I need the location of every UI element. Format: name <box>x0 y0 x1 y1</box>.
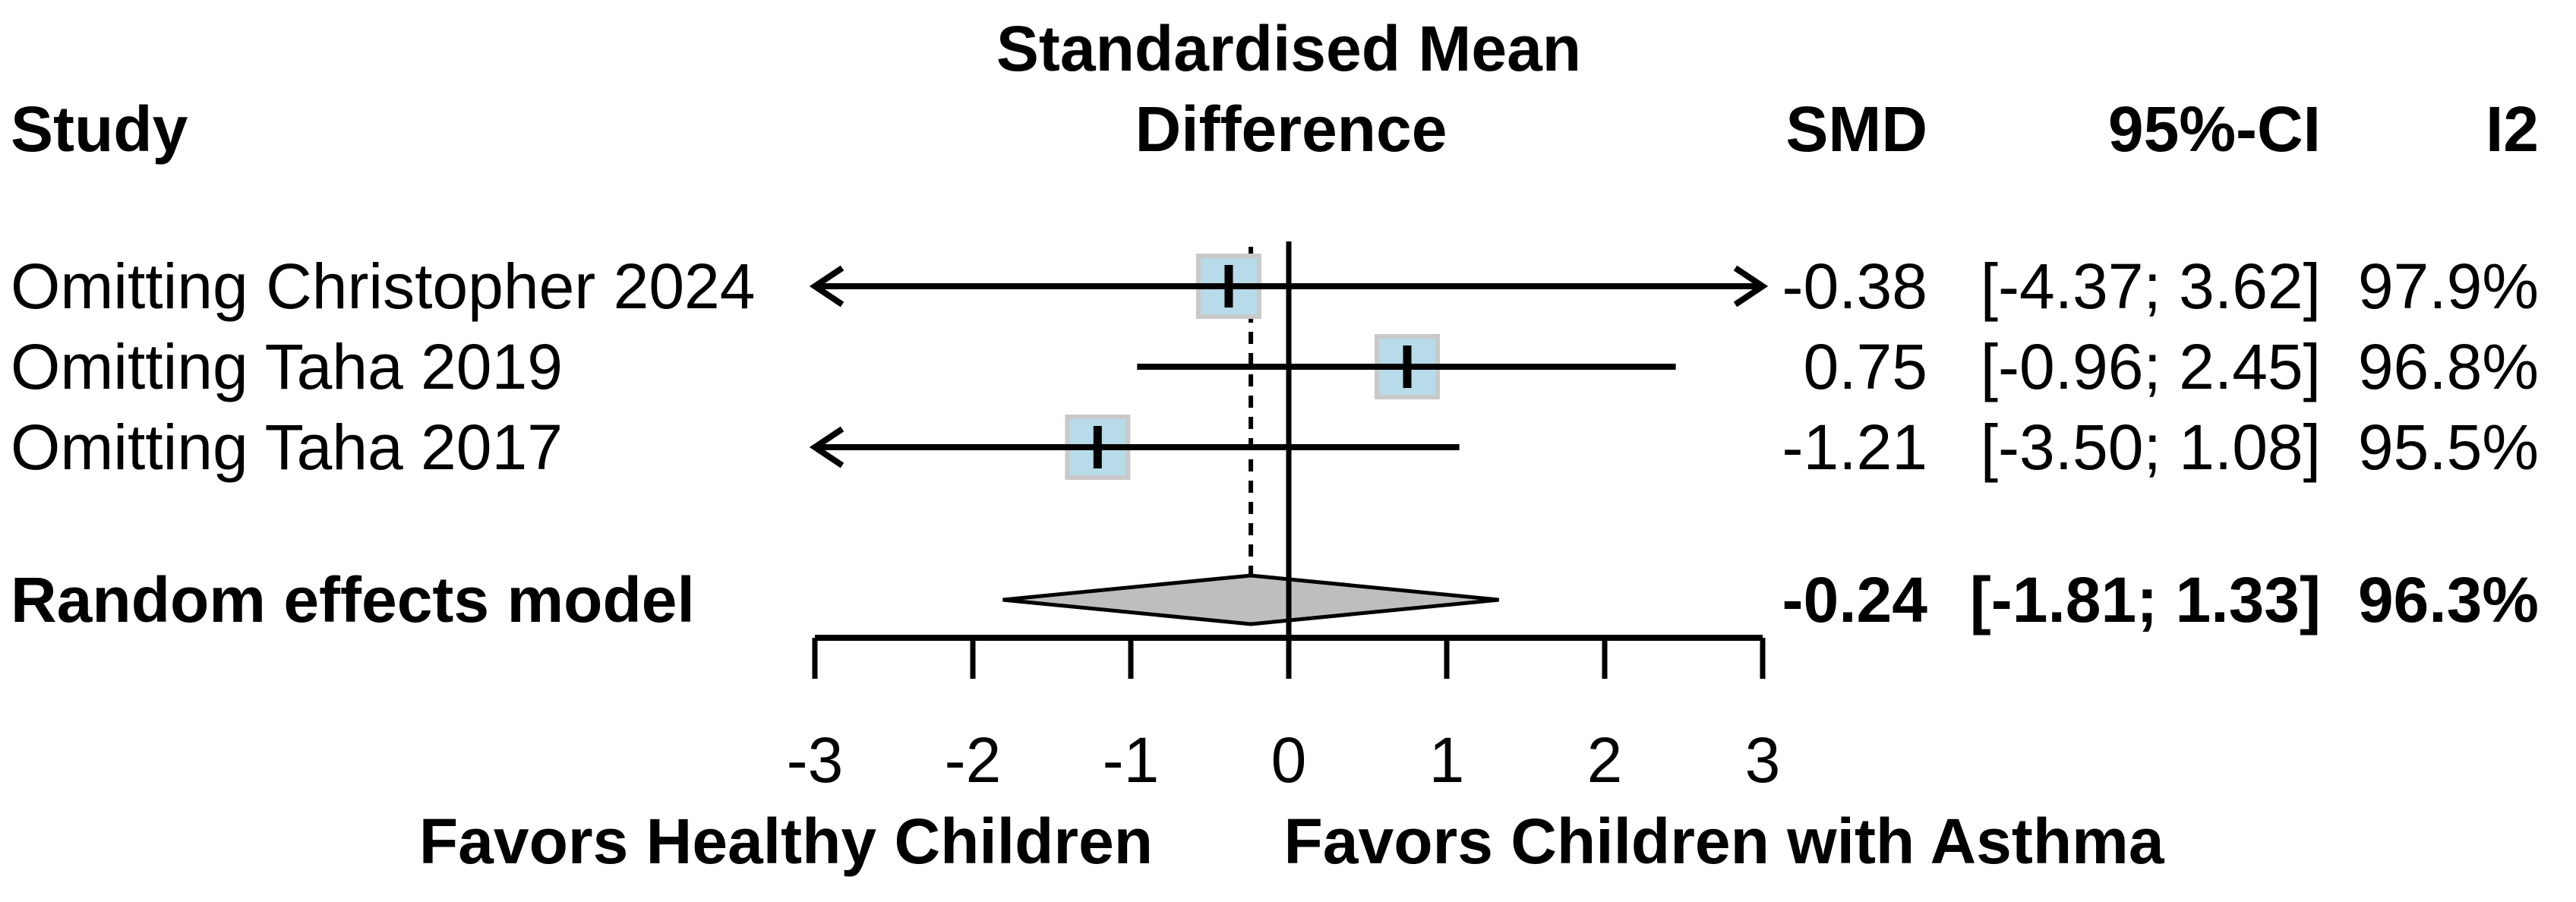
x-axis-tick-label: 1 <box>1428 724 1465 796</box>
smd-value: -1.21 <box>1782 412 1927 483</box>
point-estimate-tick <box>1093 426 1102 468</box>
x-axis-tick-label: 2 <box>1586 724 1623 796</box>
point-estimate-tick <box>1403 345 1412 388</box>
column-header-ci: 95%-CI <box>2107 93 2321 165</box>
pooled-smd-value: -0.24 <box>1782 564 1927 636</box>
x-axis-tick-label: 0 <box>1271 724 1307 796</box>
column-header-i2: I2 <box>2485 93 2539 165</box>
ci-arrow-left <box>809 426 844 468</box>
ci-arrow-right <box>1733 265 1769 308</box>
ci-value: [-0.96; 2.45] <box>1980 331 2321 402</box>
study-label: Omitting Taha 2019 <box>11 331 563 402</box>
column-header-study: Study <box>11 93 188 165</box>
chart-title-line2: Difference <box>1135 93 1447 165</box>
study-label: Omitting Taha 2017 <box>11 412 563 483</box>
pooled-diamond <box>1002 573 1499 626</box>
i2-value: 96.8% <box>2357 331 2539 402</box>
ci-value: [-4.37; 3.62] <box>1980 251 2321 322</box>
ci-arrow-left <box>809 265 844 308</box>
chart-title-line1: Standardised Mean <box>996 13 1582 84</box>
study-label: Omitting Christopher 2024 <box>11 251 756 322</box>
x-axis-tick-label: -1 <box>1102 724 1160 796</box>
x-axis-tick-label: -3 <box>786 724 844 796</box>
pooled-ci-value: [-1.81; 1.33] <box>1969 564 2321 636</box>
ci-value: [-3.50; 1.08] <box>1980 412 2321 483</box>
x-axis-label-right: Favors Children with Asthma <box>1283 806 2164 877</box>
i2-value: 95.5% <box>2357 412 2539 483</box>
smd-value: -0.38 <box>1782 251 1927 322</box>
x-axis-tick-label: 3 <box>1744 724 1781 796</box>
i2-value: 97.9% <box>2357 251 2539 322</box>
pooled-i2-value: 96.3% <box>2357 564 2539 636</box>
x-axis-tick-label: -2 <box>944 724 1002 796</box>
point-estimate-tick <box>1224 265 1233 308</box>
column-header-smd: SMD <box>1785 93 1927 165</box>
smd-value: 0.75 <box>1803 331 1928 402</box>
pooled-label: Random effects model <box>11 564 695 636</box>
x-axis-label-left: Favors Healthy Children <box>418 806 1154 877</box>
